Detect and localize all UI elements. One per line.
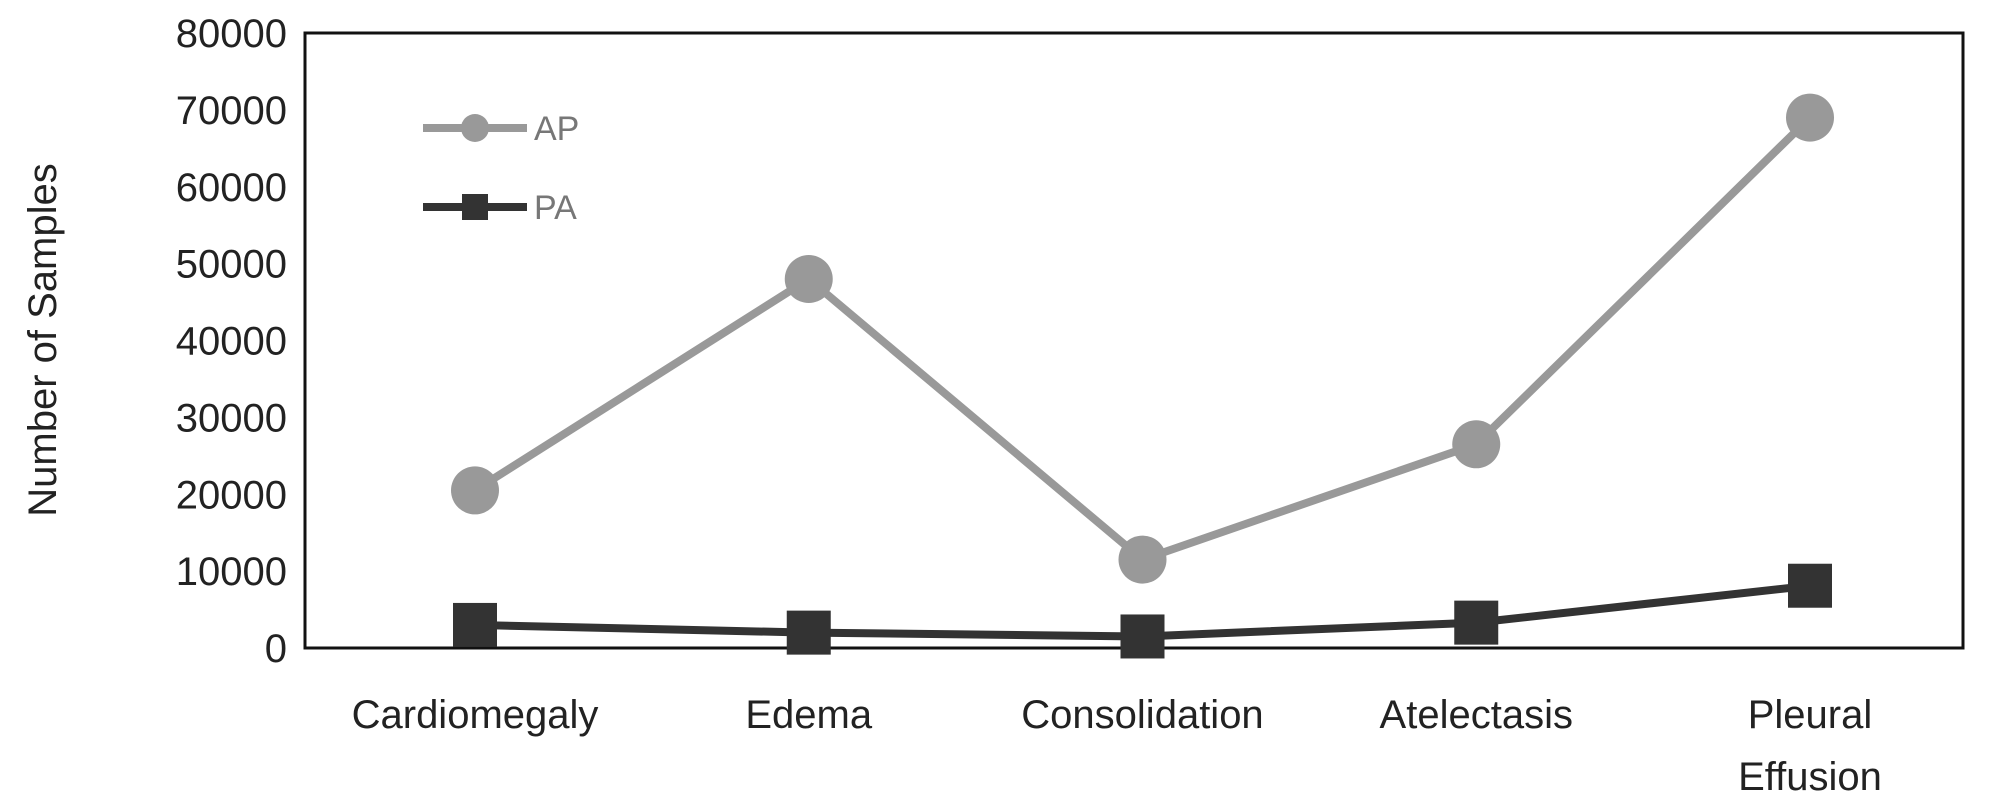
y-tick-label: 60000 <box>176 166 287 210</box>
data-point-ap <box>451 466 499 515</box>
x-category-label: Cardiomegaly <box>352 693 599 737</box>
series-pa <box>453 563 1832 659</box>
y-tick-label: 50000 <box>176 243 287 287</box>
data-point-pa <box>1120 614 1165 659</box>
series-line-ap <box>472 114 1813 564</box>
x-category-label: Edema <box>745 693 872 737</box>
data-point-pa <box>786 610 831 655</box>
legend-marker-pa <box>462 194 488 220</box>
legend-item-pa: PA <box>423 189 577 227</box>
x-category-label: Pleural <box>1748 693 1873 737</box>
series-ap <box>451 93 1834 584</box>
x-category-label: Atelectasis <box>1380 693 1573 737</box>
series-layer <box>451 93 1834 659</box>
y-tick-label: 10000 <box>176 550 287 594</box>
y-tick-label: 80000 <box>176 12 287 56</box>
y-tick-label: 20000 <box>176 473 287 517</box>
data-point-pa <box>453 602 497 647</box>
y-tick-label: 0 <box>265 627 287 671</box>
data-point-ap <box>1118 535 1167 584</box>
y-tick-label: 40000 <box>176 320 287 364</box>
x-category-label: Effusion <box>1738 755 1882 799</box>
y-tick-label: 30000 <box>176 396 287 440</box>
legend-label-ap: AP <box>534 110 579 148</box>
data-point-ap <box>784 255 833 303</box>
x-category-label: Consolidation <box>1021 693 1263 737</box>
y-axis-ticks: 0 10000 20000 30000 40000 50000 60000 70000 8000… <box>176 12 287 671</box>
legend-label-pa: PA <box>534 189 577 227</box>
legend-marker-ap <box>461 114 489 142</box>
y-axis-label: Number of Samples <box>21 163 65 516</box>
data-point-pa <box>1788 563 1832 608</box>
data-point-ap <box>1786 93 1834 142</box>
legend: AP PA <box>423 110 579 227</box>
legend-item-ap: AP <box>423 110 579 148</box>
data-point-pa <box>1454 600 1499 645</box>
data-point-ap <box>1452 420 1501 469</box>
x-axis-categories: Cardiomegaly Edema Consolidation Atelectasi… <box>352 693 1882 799</box>
y-tick-label: 70000 <box>176 89 287 133</box>
